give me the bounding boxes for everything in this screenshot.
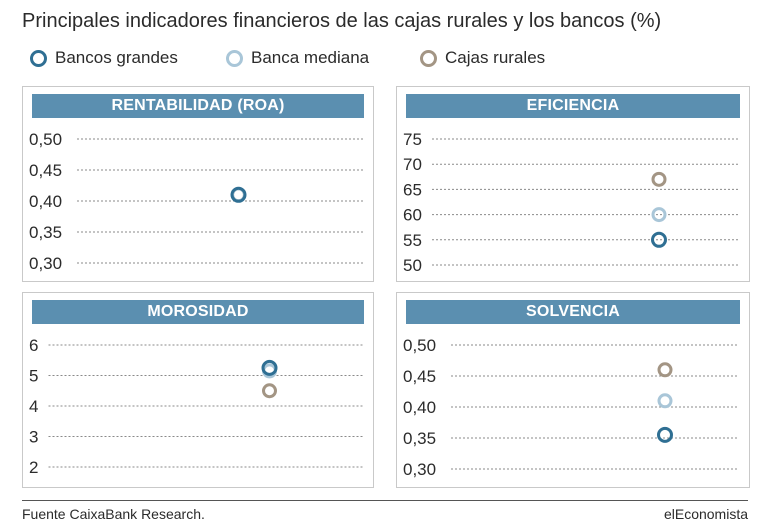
eficiencia-ytick-0: 75 <box>403 130 422 149</box>
chart-eficiencia: 75 70 65 60 55 50 <box>403 130 739 275</box>
rentabilidad-roa-ytick-3: 0,35 <box>29 223 62 242</box>
eficiencia-ytick-4: 55 <box>403 231 422 250</box>
solvencia-ytick-0: 0,50 <box>403 336 436 355</box>
solvencia-point-banca-mediana <box>657 393 673 409</box>
rentabilidad-roa-ytick-0: 0,50 <box>29 130 62 149</box>
footer-brand: elEconomista <box>663 506 748 522</box>
panel-title-eficiencia: EFICIENCIA <box>406 94 740 118</box>
rentabilidad-roa-ytick-1: 0,45 <box>29 161 62 180</box>
morosidad-ytick-4: 2 <box>29 458 38 477</box>
morosidad-point-bancos-grandes <box>261 359 278 376</box>
legend-marker-banca-mediana <box>226 49 243 67</box>
morosidad-point-cajas-rurales <box>262 383 277 399</box>
solvencia-ytick-2: 0,40 <box>403 398 436 417</box>
panel-eficiencia: EFICIENCIA 75 70 65 60 55 50 <box>396 86 750 282</box>
chart-morosidad: 6 5 4 3 2 <box>29 336 363 477</box>
footer-source: Fuente CaixaBank Research. <box>22 506 205 522</box>
panel-title-morosidad: MOROSIDAD <box>32 300 364 324</box>
rentabilidad-roa-point-bancos-grandes <box>230 186 247 203</box>
solvencia-ytick-1: 0,45 <box>403 367 436 386</box>
footer-divider <box>22 500 748 501</box>
eficiencia-ytick-5: 50 <box>403 256 422 275</box>
legend-marker-bancos-grandes <box>30 49 47 67</box>
legend-label-cajas-rurales: Cajas rurales <box>445 48 546 67</box>
morosidad-ytick-0: 6 <box>29 336 38 355</box>
panel-rentabilidad: RENTABILIDAD (ROA) 0,50 0,45 0,40 0,35 0,30 <box>22 86 374 282</box>
solvencia-point-cajas-rurales <box>657 362 673 378</box>
eficiencia-point-bancos-grandes <box>651 231 667 248</box>
panel-title-rentabilidad: RENTABILIDAD (ROA) <box>32 94 364 118</box>
morosidad-ytick-1: 5 <box>29 367 38 386</box>
eficiencia-ytick-2: 65 <box>403 180 422 199</box>
legend-marker-cajas-rurales <box>420 49 437 67</box>
legend-label-banca-mediana: Banca mediana <box>251 48 370 67</box>
eficiencia-ytick-1: 70 <box>403 155 422 174</box>
legend-item-banca-mediana: Banca mediana <box>226 48 369 68</box>
panel-solvencia: SOLVENCIA 0,50 0,45 0,40 0,35 0,30 <box>396 292 750 488</box>
legend-item-bancos-grandes: Bancos grandes <box>30 48 178 68</box>
legend-item-cajas-rurales: Cajas rurales <box>420 48 545 68</box>
rentabilidad-roa-ytick-2: 0,40 <box>29 192 62 211</box>
eficiencia-point-cajas-rurales <box>651 171 667 187</box>
solvencia-point-bancos-grandes <box>657 426 673 443</box>
chart-title: Principales indicadores financieros de l… <box>22 10 662 32</box>
legend: Bancos grandes Banca mediana Cajas rural… <box>30 48 750 72</box>
solvencia-ytick-4: 0,30 <box>403 460 436 479</box>
morosidad-ytick-2: 4 <box>29 397 38 416</box>
legend-label-bancos-grandes: Bancos grandes <box>55 48 178 67</box>
rentabilidad-roa-ytick-4: 0,30 <box>29 254 62 273</box>
panel-morosidad: MOROSIDAD 6 5 4 3 2 <box>22 292 374 488</box>
panel-title-solvencia: SOLVENCIA <box>406 300 740 324</box>
morosidad-ytick-3: 3 <box>29 428 38 447</box>
chart-rentabilidad: 0,50 0,45 0,40 0,35 0,30 <box>29 130 363 273</box>
eficiencia-point-banca-mediana <box>651 207 667 223</box>
solvencia-ytick-3: 0,35 <box>403 429 436 448</box>
chart-solvencia: 0,50 0,45 0,40 0,35 0,30 <box>403 336 739 479</box>
eficiencia-ytick-3: 60 <box>403 206 422 225</box>
